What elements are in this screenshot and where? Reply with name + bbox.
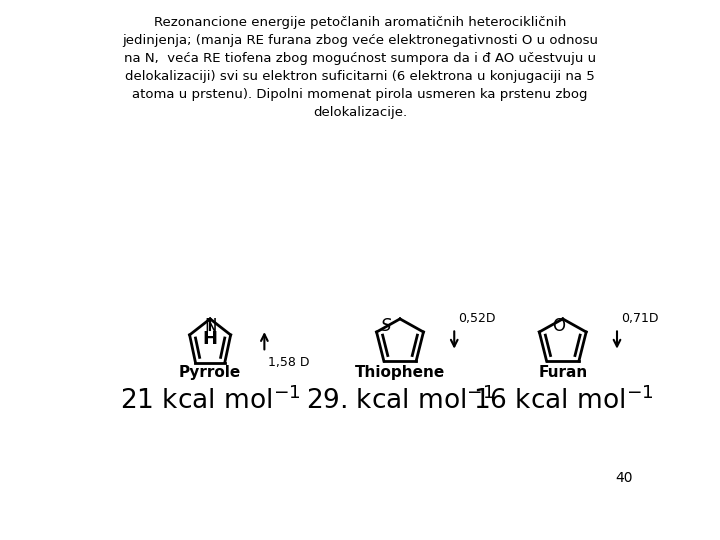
Text: H: H	[202, 330, 217, 348]
Text: 1,58 D: 1,58 D	[269, 356, 310, 369]
Text: 40: 40	[615, 471, 632, 485]
Text: O: O	[552, 318, 565, 335]
Text: 16 kcal mol$^{-1}$: 16 kcal mol$^{-1}$	[472, 387, 653, 415]
Text: 0,71D: 0,71D	[621, 312, 658, 325]
Text: S: S	[381, 318, 391, 335]
Text: 29. kcal mol$^{-1}$: 29. kcal mol$^{-1}$	[306, 387, 494, 415]
Text: Furan: Furan	[538, 365, 588, 380]
Text: 21 kcal mol$^{-1}$: 21 kcal mol$^{-1}$	[120, 387, 300, 415]
Text: Thiophene: Thiophene	[355, 365, 445, 380]
Text: 0,52D: 0,52D	[458, 312, 495, 325]
Text: Pyrrole: Pyrrole	[179, 365, 241, 380]
Text: N: N	[204, 318, 217, 335]
Text: Rezonancione energije petočlanih aromatičnih heterocikličnih
jedinjenja; (manja : Rezonancione energije petočlanih aromati…	[122, 16, 598, 119]
